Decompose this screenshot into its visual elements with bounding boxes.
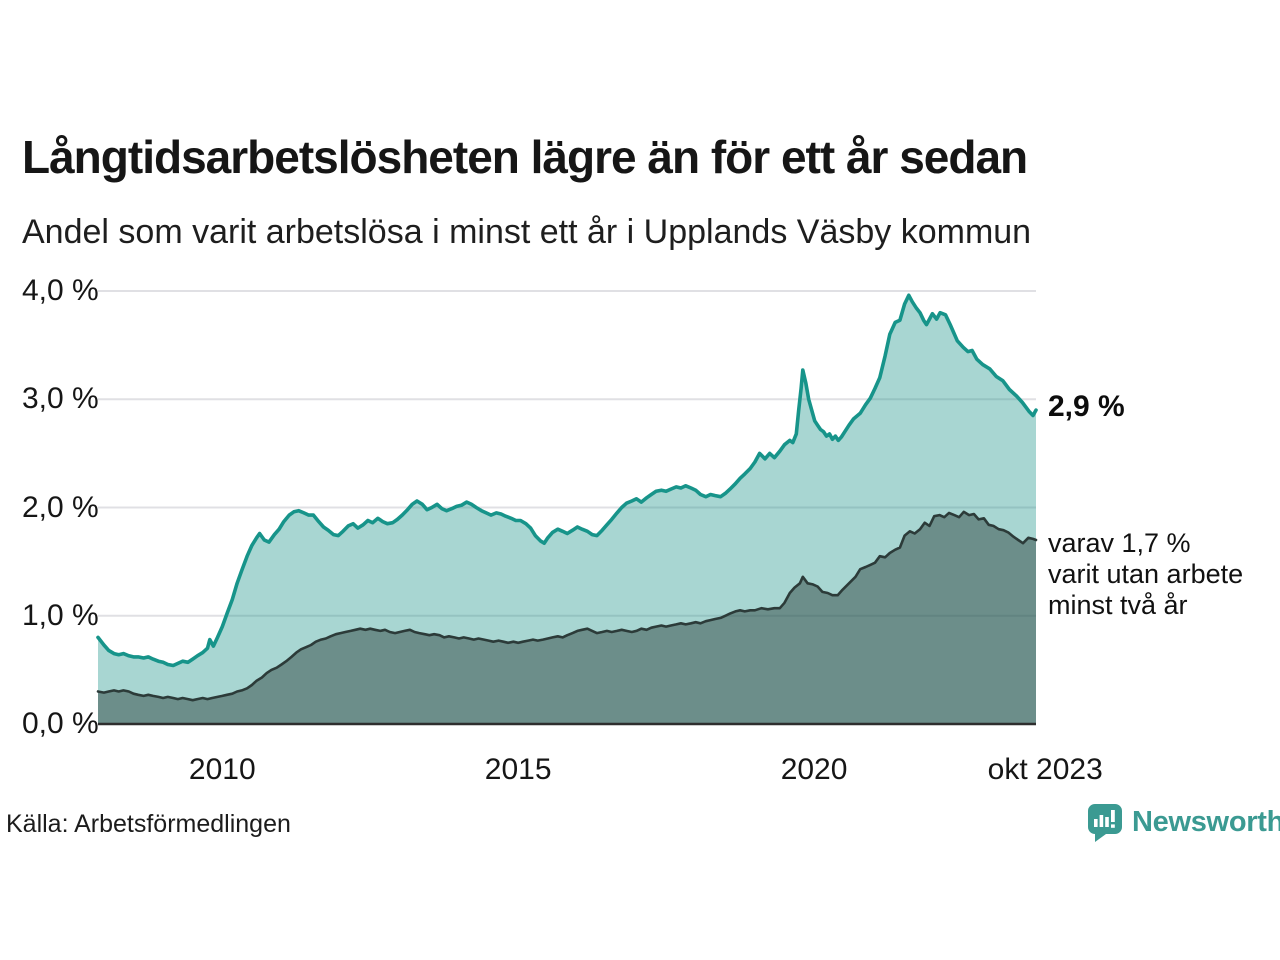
logo-bubble-shape — [1088, 804, 1122, 842]
series1-line — [96, 293, 1038, 668]
x-tick-label: 2020 — [780, 753, 848, 786]
logo-exclamation-bar — [1111, 810, 1115, 822]
x-tick-label: okt 2023 — [987, 753, 1103, 786]
chart-subtitle: Andel som varit arbetslösa i minst ett å… — [22, 213, 1032, 251]
logo-bar-medium — [1099, 815, 1104, 827]
y-tick-label: 3,0 % — [22, 382, 99, 416]
page-title: Långtidsarbetslösheten lägre än för ett … — [22, 131, 1028, 183]
series2-annotation-line: minst två år — [1048, 590, 1188, 620]
series2-annotation-line: varav 1,7 % — [1048, 528, 1191, 558]
logo-exclamation-dot — [1111, 824, 1115, 828]
series1-end-value-label: 2,9 % — [1048, 390, 1125, 423]
series2-annotation-line: varit utan arbete — [1048, 559, 1244, 589]
series2-area — [98, 511, 1036, 724]
x-tick-label: 2015 — [484, 753, 552, 786]
logo-bar-tall — [1105, 817, 1109, 827]
source-note: Källa: Arbetsförmedlingen — [6, 810, 291, 838]
y-tick-label: 4,0 % — [22, 274, 99, 307]
series2-end-annotation: varav 1,7 % varit utan arbete minst två … — [1048, 528, 1243, 621]
newsworthy-wordmark: Newsworthy — [1132, 805, 1280, 838]
area-chart-plot — [96, 290, 1038, 726]
newsworthy-logo: Newsworthy — [1086, 802, 1280, 842]
y-tick-label: 2,0 % — [22, 490, 99, 524]
newsworthy-logo-icon — [1088, 804, 1122, 842]
logo-bar-small — [1094, 819, 1098, 827]
y-tick-label: 0,0 % — [22, 707, 99, 740]
y-tick-label: 1,0 % — [22, 598, 99, 632]
series1-area — [98, 295, 1036, 724]
x-tick-label: 2010 — [188, 753, 256, 786]
series2-line — [96, 510, 1038, 702]
